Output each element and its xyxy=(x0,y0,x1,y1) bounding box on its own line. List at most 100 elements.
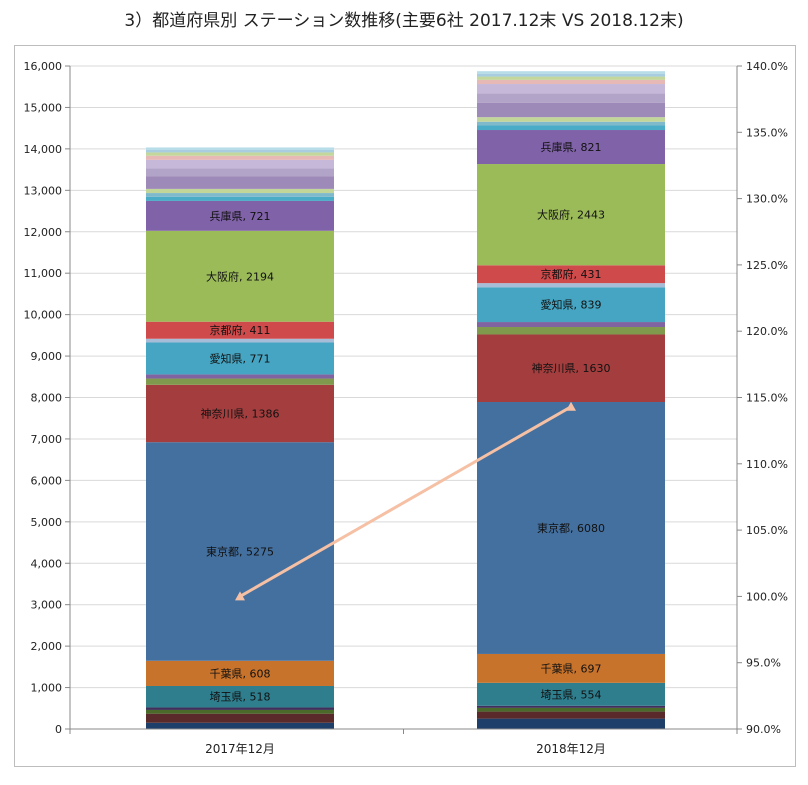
bar-segment-label: 神奈川県, 1386 xyxy=(201,406,280,420)
y-tick-label: 10,000 xyxy=(24,309,63,322)
bar-segment-label: 兵庫県, 821 xyxy=(541,140,602,154)
bar-segment xyxy=(146,378,334,385)
bar-segment xyxy=(146,384,334,443)
bar-segment-label: 東京都, 6080 xyxy=(537,521,605,535)
x-category-label: 2018年12月 xyxy=(536,742,606,756)
bar-segment xyxy=(146,155,334,160)
y2-tick-label: 90.0% xyxy=(746,723,781,736)
y2-tick-label: 100.0% xyxy=(746,590,788,603)
bar-segment xyxy=(146,188,334,194)
bar-segment xyxy=(146,685,334,708)
y2-tick-label: 115.0% xyxy=(746,392,788,405)
bar-segment xyxy=(477,283,665,288)
bar-segment-label: 京都府, 431 xyxy=(541,267,602,281)
x-category-label: 2017年12月 xyxy=(205,742,275,756)
axes: 0 1,000 2,000 3,000 4,000 5,000 6,000 7,000 8,00… xyxy=(24,60,788,756)
bar-segment xyxy=(146,196,334,201)
y-tick-label: 0 xyxy=(55,723,62,736)
bar-segment xyxy=(477,711,665,719)
bar-segment-label: 愛知県, 839 xyxy=(541,298,602,312)
bar-segment xyxy=(146,709,334,714)
bar-segment xyxy=(477,121,665,126)
bar-segment-label: 大阪府, 2194 xyxy=(206,269,274,283)
bar-segment xyxy=(146,722,334,729)
y-tick-label: 2,000 xyxy=(31,640,63,653)
y2-tick-label: 105.0% xyxy=(746,524,788,537)
y-tick-label: 13,000 xyxy=(24,184,63,197)
bar-segment xyxy=(146,230,334,322)
bar-segment xyxy=(477,334,665,403)
bar-segment xyxy=(477,84,665,94)
y-tick-label: 16,000 xyxy=(24,60,63,73)
y2-tick-label: 130.0% xyxy=(746,193,788,206)
y-tick-label: 9,000 xyxy=(31,350,63,363)
y-tick-label: 6,000 xyxy=(31,474,63,487)
y2-tick-label: 125.0% xyxy=(746,259,788,272)
y2-tick-label: 140.0% xyxy=(746,60,788,73)
y-tick-label: 14,000 xyxy=(24,143,63,156)
bar-segment-label: 京都府, 411 xyxy=(210,323,271,337)
bar-segment-label: 神奈川県, 1630 xyxy=(532,361,611,375)
bar-segment xyxy=(477,682,665,706)
bar-stack-group: 埼玉県, 518 千葉県, 608 東京都, 5275 神奈川県, 1386 愛知県, … xyxy=(146,71,665,729)
bar-segment-label: 千葉県, 608 xyxy=(210,666,271,680)
bar-segment xyxy=(477,705,665,708)
bar-segment xyxy=(146,176,334,189)
bar-segment xyxy=(146,200,334,231)
bar-segment-label: 埼玉県, 518 xyxy=(210,690,271,704)
bar-segment xyxy=(146,149,334,153)
bar-segment xyxy=(477,117,665,122)
y2-tick-label: 135.0% xyxy=(746,126,788,139)
ratio-line xyxy=(239,405,572,598)
y-tick-label: 8,000 xyxy=(31,392,63,405)
ratio-point xyxy=(235,591,245,601)
y-tick-label: 12,000 xyxy=(24,226,63,239)
y-tick-label: 7,000 xyxy=(31,433,63,446)
bar-segment xyxy=(477,125,665,131)
y2-tick-label: 95.0% xyxy=(746,657,781,670)
bar-segment-label: 愛知県, 771 xyxy=(210,351,271,365)
bar-segment xyxy=(146,338,334,343)
bar-segment xyxy=(477,76,665,80)
bar-segment xyxy=(477,73,665,77)
y-tick-label: 3,000 xyxy=(31,599,63,612)
y-tick-label: 1,000 xyxy=(31,682,63,695)
bar-segment-label: 埼玉県, 554 xyxy=(541,687,602,701)
bar-segment xyxy=(146,168,334,177)
y-tick-label: 4,000 xyxy=(31,557,63,570)
bar-segment xyxy=(477,327,665,335)
bar-segment xyxy=(146,442,334,661)
bar-segment xyxy=(477,287,665,323)
bar-segment xyxy=(477,102,665,118)
bar-segment xyxy=(477,265,665,284)
y2-tick-label: 110.0% xyxy=(746,458,788,471)
bar-segment xyxy=(477,164,665,266)
bar-segment xyxy=(146,159,334,169)
bar-segment xyxy=(477,79,665,85)
bar-segment xyxy=(477,93,665,103)
bar-segment xyxy=(146,707,334,710)
plot-frame xyxy=(14,45,796,767)
ratio-point xyxy=(566,401,576,411)
bar-segment xyxy=(477,718,665,729)
bar-segment xyxy=(477,707,665,712)
bar-segment xyxy=(146,713,334,723)
bar-segment xyxy=(146,152,334,156)
ratio-line-group xyxy=(235,401,576,601)
bar-segment xyxy=(146,342,334,375)
chart-title: 3）都道府県別 ステーション数推移(主要6社 2017.12末 VS 2018.… xyxy=(124,11,684,31)
bar-segment xyxy=(477,130,665,165)
bar-segment xyxy=(146,374,334,379)
bar-segment-label: 東京都, 5275 xyxy=(206,545,274,559)
bar-segment-label: 大阪府, 2443 xyxy=(537,208,605,222)
bar-segment xyxy=(146,660,334,686)
bar-segment-label: 兵庫県, 721 xyxy=(210,209,271,223)
y-tick-label: 11,000 xyxy=(24,267,63,280)
bar-segment xyxy=(477,71,665,74)
bar-segment xyxy=(146,147,334,150)
bar-segment xyxy=(146,193,334,197)
bar-segment xyxy=(477,322,665,328)
bar-segment xyxy=(477,653,665,683)
bar-segment xyxy=(146,321,334,339)
